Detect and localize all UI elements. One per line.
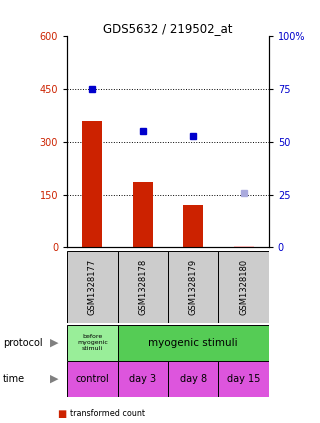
Bar <box>118 325 269 361</box>
Text: before
myogenic
stimuli: before myogenic stimuli <box>77 335 108 351</box>
Bar <box>82 121 102 247</box>
Text: GSM1328180: GSM1328180 <box>239 259 248 315</box>
Bar <box>133 182 153 247</box>
Bar <box>118 251 168 323</box>
Title: GDS5632 / 219502_at: GDS5632 / 219502_at <box>103 22 233 35</box>
Bar <box>219 251 269 323</box>
Bar <box>118 361 168 397</box>
Bar <box>67 361 118 397</box>
Bar <box>234 246 254 247</box>
Text: day 3: day 3 <box>129 374 156 384</box>
Text: GSM1328179: GSM1328179 <box>189 259 198 315</box>
Bar <box>67 325 118 361</box>
Text: ■: ■ <box>58 409 67 419</box>
Text: day 8: day 8 <box>180 374 207 384</box>
Text: myogenic stimuli: myogenic stimuli <box>148 338 238 348</box>
Bar <box>183 205 203 247</box>
Text: GSM1328178: GSM1328178 <box>138 259 147 315</box>
Bar <box>67 251 118 323</box>
Text: control: control <box>76 374 109 384</box>
Text: day 15: day 15 <box>227 374 260 384</box>
Text: transformed count: transformed count <box>70 409 145 418</box>
Text: ▶: ▶ <box>50 374 58 384</box>
Bar <box>168 361 219 397</box>
Text: protocol: protocol <box>3 338 43 348</box>
Text: GSM1328177: GSM1328177 <box>88 259 97 315</box>
Text: ▶: ▶ <box>50 338 58 348</box>
Text: time: time <box>3 374 25 384</box>
Bar <box>168 251 219 323</box>
Bar <box>219 361 269 397</box>
